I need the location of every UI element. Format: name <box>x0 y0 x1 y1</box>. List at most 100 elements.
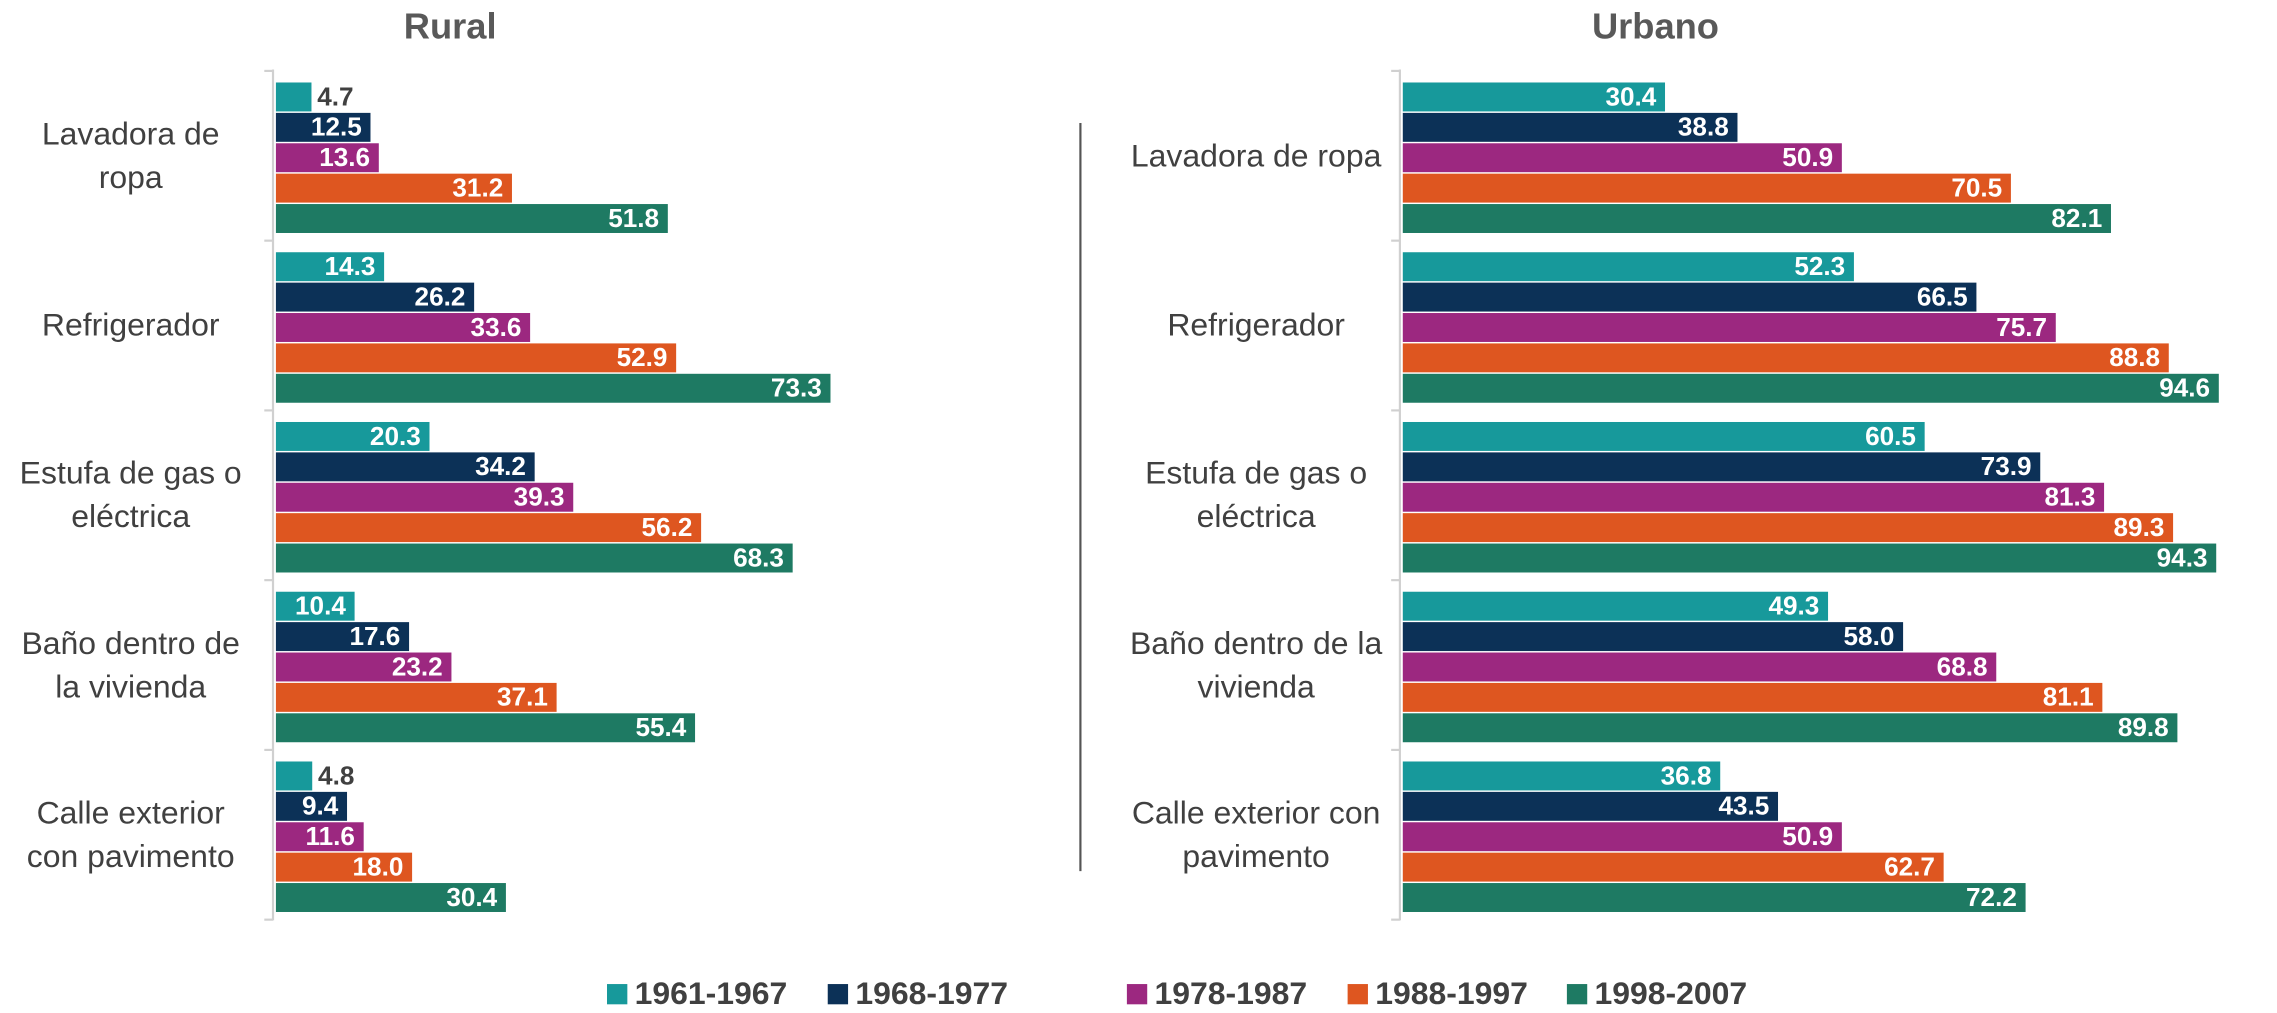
bar <box>275 173 512 203</box>
data-label: 49.3 <box>1768 591 1819 621</box>
data-label: 81.3 <box>2045 482 2096 512</box>
bar <box>275 282 475 312</box>
bar <box>1402 204 2111 233</box>
bar <box>275 143 379 173</box>
bar <box>275 252 385 282</box>
bar <box>275 112 371 142</box>
bar <box>1402 822 1842 852</box>
bar <box>1402 543 2217 573</box>
bar <box>1402 761 1721 791</box>
category-label-text: Calle exterior con pavimento <box>26 794 235 874</box>
data-label: 89.8 <box>2118 712 2169 742</box>
data-label: 94.6 <box>2159 373 2210 403</box>
bar <box>1402 482 2105 512</box>
category-label: Estufa de gas o eléctrica <box>19 454 242 535</box>
legend-swatch <box>1347 984 1368 1005</box>
category-label-text: Refrigerador <box>41 306 220 343</box>
bar <box>275 852 413 882</box>
data-label: 60.5 <box>1865 421 1916 451</box>
data-label: 18.0 <box>353 851 404 881</box>
data-label: 50.9 <box>1782 821 1833 851</box>
bar <box>275 373 831 403</box>
bar <box>275 482 574 512</box>
bar <box>275 513 702 543</box>
data-label: 94.3 <box>2157 542 2208 572</box>
legend-label: 1988-1997 <box>1375 975 1528 1011</box>
category-label: Lavadora de ropa <box>1130 136 1382 174</box>
legend-label: 1998-2007 <box>1594 975 1747 1011</box>
category-label-text: Lavadora de ropa <box>41 115 220 195</box>
data-label: 62.7 <box>1884 851 1935 881</box>
category-label: Calle exterior con pavimento <box>1132 794 1381 874</box>
data-label: 38.8 <box>1678 112 1729 142</box>
category-label: Calle exterior con pavimento <box>26 794 235 874</box>
data-label: 56.2 <box>642 512 693 542</box>
data-label: 12.5 <box>311 112 362 142</box>
bar <box>275 883 506 912</box>
category-label: Refrigerador <box>1167 307 1345 343</box>
category-label-text: Estufa de gas o eléctrica <box>19 454 242 535</box>
legend-label: 1978-1987 <box>1154 975 1307 1011</box>
data-label: 88.8 <box>2109 342 2160 372</box>
bar <box>1402 713 2178 743</box>
data-label: 14.3 <box>325 251 376 281</box>
data-label: 70.5 <box>1951 172 2002 202</box>
bar <box>275 82 312 112</box>
category-label: Baño dentro de la vivienda <box>21 624 240 705</box>
bar <box>1402 883 2026 912</box>
legend-swatch <box>1566 984 1588 1005</box>
data-label: 10.4 <box>295 591 346 621</box>
bar <box>1402 591 1829 621</box>
category-label: Refrigerador <box>41 306 220 343</box>
data-label: 30.4 <box>1605 81 1656 111</box>
bar <box>1402 421 1925 451</box>
data-label: 50.9 <box>1782 142 1833 172</box>
legend-label: 1961-1967 <box>635 975 788 1011</box>
data-label: 52.3 <box>1794 251 1845 281</box>
bar <box>1402 343 2169 373</box>
bar <box>1402 682 2103 712</box>
bar <box>275 204 668 233</box>
bar <box>275 452 535 482</box>
category-label-text: Baño dentro de la vivienda <box>21 624 240 705</box>
legend-swatch <box>607 984 628 1005</box>
bar <box>275 421 430 451</box>
bar <box>1402 282 1977 312</box>
legend-swatch <box>1126 984 1148 1005</box>
data-label: 31.2 <box>452 172 503 202</box>
bar <box>1402 373 2219 403</box>
data-label: 51.8 <box>608 203 659 233</box>
data-label: 33.6 <box>471 312 522 342</box>
category-label-text: Lavadora de ropa <box>1130 136 1382 174</box>
data-label: 75.7 <box>1996 312 2047 342</box>
bar <box>1402 313 2056 342</box>
bar <box>1402 252 1854 282</box>
bar <box>275 543 793 573</box>
category-label: Estufa de gas o eléctrica <box>1145 454 1368 535</box>
bar <box>275 761 313 791</box>
legend-swatch <box>827 984 849 1005</box>
data-label: 37.1 <box>497 682 548 712</box>
data-label: 20.3 <box>370 421 421 451</box>
data-label: 26.2 <box>415 281 466 311</box>
data-label: 17.6 <box>350 621 401 651</box>
bar <box>1402 82 1666 112</box>
category-label: Baño dentro de la vivienda <box>1130 624 1382 704</box>
data-label: 81.1 <box>2043 682 2094 712</box>
data-label: 58.0 <box>1844 621 1895 651</box>
bar <box>1402 112 1738 142</box>
data-label: 34.2 <box>475 451 526 481</box>
data-label: 73.3 <box>771 373 822 403</box>
bar <box>1402 652 1997 682</box>
category-label: Lavadora de ropa <box>41 115 220 195</box>
data-label: 4.8 <box>318 760 354 790</box>
bar <box>275 652 452 682</box>
data-label: 82.1 <box>2051 203 2102 233</box>
data-label: 68.8 <box>1937 651 1988 681</box>
bar <box>1402 143 1842 173</box>
bar <box>275 313 531 342</box>
category-label-text: Estufa de gas o eléctrica <box>1145 454 1368 535</box>
data-label: 4.7 <box>317 81 353 111</box>
data-label: 43.5 <box>1718 791 1769 821</box>
